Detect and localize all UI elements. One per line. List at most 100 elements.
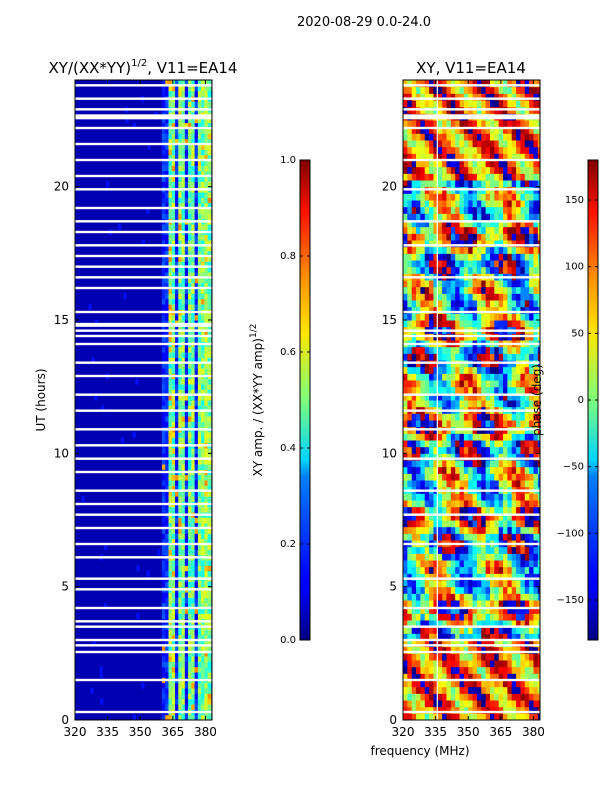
- phase-cell: [403, 366, 408, 374]
- amplitude-xtick-label: 320: [64, 725, 87, 739]
- phase-cell: [533, 493, 539, 501]
- phase-cell: [463, 480, 469, 488]
- amplitude-cell: [181, 613, 186, 620]
- amplitude-cell: [207, 432, 212, 438]
- phase-cell: [468, 240, 473, 248]
- phase-cell: [537, 446, 540, 454]
- amplitude-cell: [171, 346, 176, 353]
- amplitude-cell: [165, 661, 169, 668]
- phase-cell: [529, 300, 534, 308]
- phase-cell: [489, 620, 495, 628]
- phase-cell: [494, 553, 500, 561]
- phase-cell: [529, 200, 534, 208]
- amplitude-cell: [178, 437, 182, 444]
- phase-cell: [468, 686, 473, 694]
- phase-cell: [503, 473, 508, 481]
- phase-cell: [494, 653, 500, 661]
- amplitude-cell: [207, 453, 212, 460]
- phase-cell: [403, 573, 408, 581]
- phase-cell: [511, 553, 517, 561]
- amplitude-cell: [178, 250, 182, 257]
- phase-cell: [429, 600, 434, 608]
- amplitude-cell: [188, 192, 192, 198]
- amplitude-cell: [204, 522, 209, 529]
- phase-cell: [481, 646, 487, 654]
- amplitude-cell: [194, 688, 199, 694]
- amplitude-cell: [204, 640, 209, 646]
- phase-cell: [442, 693, 447, 701]
- phase-cell: [407, 633, 413, 641]
- phase-cell: [468, 120, 473, 128]
- amplitude-cell: [204, 181, 209, 188]
- amplitude-cell: [175, 154, 179, 161]
- amplitude-cell: [181, 533, 186, 540]
- amplitude-cell: [161, 437, 166, 444]
- amplitude-cell: [197, 117, 202, 124]
- amplitude-cell: [181, 261, 186, 268]
- phase-cell: [463, 373, 469, 381]
- amplitude-cell: [161, 101, 166, 108]
- phase-cell: [446, 353, 452, 361]
- phase-cell: [420, 400, 426, 408]
- phase-cell: [476, 300, 482, 308]
- phase-cell: [424, 120, 430, 128]
- phase-cell: [498, 640, 504, 648]
- amplitude-cell: [184, 80, 189, 86]
- phase-cell: [455, 546, 460, 554]
- amplitude-cell: [168, 282, 173, 289]
- phase-cell: [420, 593, 426, 601]
- phase-cell: [520, 420, 526, 428]
- phase-cell: [463, 546, 469, 554]
- amplitude-cell: [181, 256, 186, 262]
- amplitude-cell: [175, 565, 179, 572]
- amplitude-cell: [204, 714, 209, 720]
- phase-cell: [468, 573, 473, 581]
- phase-cell: [442, 533, 447, 541]
- phase-cell: [533, 180, 539, 188]
- phase-cell: [416, 133, 421, 141]
- phase-cell: [472, 140, 478, 148]
- phase-cell: [429, 593, 434, 601]
- phase-cell: [507, 706, 513, 714]
- phase-cell: [498, 473, 504, 481]
- phase-cell: [442, 480, 447, 488]
- amplitude-cell: [201, 240, 205, 246]
- phase-cell: [481, 686, 487, 694]
- amplitude-cell: [194, 421, 199, 428]
- phase-cell: [520, 413, 526, 421]
- amplitude-cell: [194, 640, 199, 646]
- phase-cell: [481, 466, 487, 474]
- phase-cell: [420, 133, 426, 141]
- phase-cell: [533, 506, 539, 514]
- amplitude-cell: [181, 437, 186, 444]
- amplitude-cell: [188, 581, 192, 588]
- phase-cell: [420, 280, 426, 288]
- amplitude-cell: [191, 394, 196, 401]
- amplitude-cell: [184, 634, 189, 641]
- phase-cell: [516, 320, 521, 328]
- amplitude-cell: [188, 325, 192, 332]
- phase-cell: [472, 400, 478, 408]
- amplitude-cell: [181, 117, 186, 124]
- amplitude-cell: [165, 522, 169, 529]
- phase-cell: [442, 526, 447, 534]
- amplitude-cell: [165, 581, 169, 588]
- phase-cell: [437, 480, 443, 488]
- phase-cell: [463, 566, 469, 574]
- phase-cell: [498, 133, 504, 141]
- amplitude-cell: [171, 597, 176, 604]
- amplitude-cell: [181, 384, 186, 390]
- phase-cell: [420, 640, 426, 648]
- amplitude-cell: [184, 437, 189, 444]
- phase-cell: [411, 133, 417, 141]
- phase-cell: [529, 353, 534, 361]
- phase-cell: [455, 100, 460, 108]
- phase-cell: [472, 606, 478, 614]
- phase-cell: [416, 626, 421, 634]
- phase-cell: [407, 533, 413, 541]
- phase-cell: [411, 420, 417, 428]
- amplitude-cell: [207, 613, 212, 620]
- phase-cell: [494, 213, 500, 221]
- phase-cell: [511, 206, 517, 214]
- phase-cell: [533, 100, 539, 108]
